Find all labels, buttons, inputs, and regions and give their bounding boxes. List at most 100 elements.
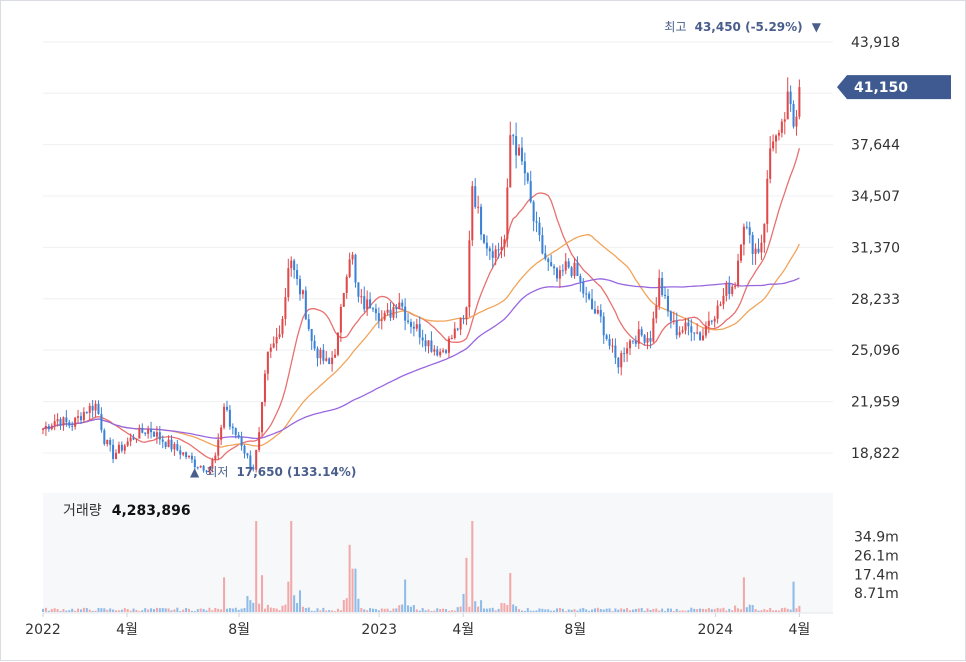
candle-body [351, 254, 354, 260]
volume-bar [567, 609, 570, 612]
candle-body [769, 148, 772, 179]
candle-body [532, 201, 535, 222]
low-up-arrow-icon: ▲ [190, 465, 200, 479]
volume-bar [129, 610, 132, 612]
candle-body [287, 268, 290, 298]
candle-body [795, 116, 798, 127]
volume-bar [541, 608, 544, 612]
candle-body [491, 251, 494, 258]
candle-body [77, 416, 80, 418]
volume-bar [293, 595, 296, 612]
volume-bar [439, 609, 442, 612]
volume-bar [144, 608, 147, 612]
volume-bar [430, 611, 433, 612]
volume-bar [231, 608, 234, 612]
volume-bar [252, 602, 255, 612]
volume-bar [661, 608, 664, 612]
volume-bar [701, 608, 705, 612]
volume-bar [331, 610, 334, 612]
volume-bar [298, 590, 302, 612]
volume-tick-label: 8.71m [854, 586, 899, 602]
candle-body [409, 322, 412, 327]
volume-bar [777, 610, 780, 612]
volume-bar [371, 608, 375, 612]
volume-bar [79, 609, 82, 612]
candle-body [47, 425, 50, 430]
candle-body [710, 320, 713, 322]
candle-body [369, 299, 372, 309]
volume-bar [386, 608, 389, 612]
volume-bar [687, 610, 690, 612]
candle-body [263, 373, 266, 403]
candle-body [675, 320, 678, 336]
volume-bar [380, 608, 383, 612]
candle-body [179, 450, 182, 455]
candle-body [585, 293, 588, 295]
volume-bar [637, 608, 640, 612]
candle-body [628, 340, 632, 349]
volume-bar [389, 610, 392, 612]
volume-bar [88, 609, 91, 612]
volume-bar [480, 600, 483, 612]
volume-bar [205, 610, 208, 612]
volume-bar [655, 608, 658, 612]
volume-bar [626, 608, 629, 612]
volume-bar [672, 611, 675, 612]
volume-bar [339, 610, 342, 612]
candle-body [456, 328, 459, 330]
volume-bar [62, 609, 65, 612]
volume-bar [415, 609, 418, 612]
volume-bar [374, 608, 377, 612]
volume-bar [170, 610, 173, 612]
volume-bar [453, 610, 456, 612]
svg-text:최고 43,450 (-5.29%): 최고 43,450 (-5.29%) ▼ [664, 16, 821, 35]
candle-body [652, 318, 655, 342]
volume-bar [424, 610, 427, 612]
candle-body [646, 337, 649, 343]
volume-bar [769, 607, 772, 612]
candle-body [357, 282, 360, 297]
candle-body [412, 326, 415, 329]
candle-body [576, 262, 579, 277]
volume-bar [94, 610, 97, 612]
volume-bar [103, 608, 106, 612]
candle-body [407, 320, 410, 323]
volume-bar [211, 610, 214, 612]
volume-bar [310, 610, 313, 612]
volume-bar [68, 610, 71, 612]
volume-bar [234, 607, 237, 612]
candle-body [538, 222, 541, 236]
volume-bar [220, 609, 223, 612]
candle-body [97, 403, 100, 415]
candle-body [389, 309, 392, 318]
candle-body [141, 427, 144, 433]
candle-body [129, 437, 132, 442]
volume-bar [620, 608, 623, 612]
volume-bar [433, 610, 436, 612]
volume-bar [675, 608, 678, 612]
volume-bar [789, 609, 792, 612]
volume-bar [713, 609, 716, 612]
volume-bar [485, 608, 488, 612]
volume-bar [719, 608, 722, 612]
candle-body [783, 119, 786, 122]
candle-body [401, 302, 404, 307]
volume-bar [418, 610, 421, 612]
price-tick-label: 34,507 [851, 189, 900, 205]
candle-body [205, 470, 208, 473]
volume-bar [704, 609, 707, 612]
volume-bar [377, 610, 380, 612]
volume-bar [193, 611, 196, 612]
moving-average-line [42, 234, 800, 448]
candle-body [529, 181, 532, 202]
candle-body [649, 337, 652, 342]
volume-bar [150, 608, 153, 612]
volume-bar [643, 610, 646, 612]
candle-body [164, 441, 167, 447]
volume-bar [258, 603, 261, 612]
volume-bar [605, 608, 608, 612]
candle-body [754, 248, 757, 254]
candle-body [316, 348, 319, 359]
volume-bar [246, 596, 249, 612]
